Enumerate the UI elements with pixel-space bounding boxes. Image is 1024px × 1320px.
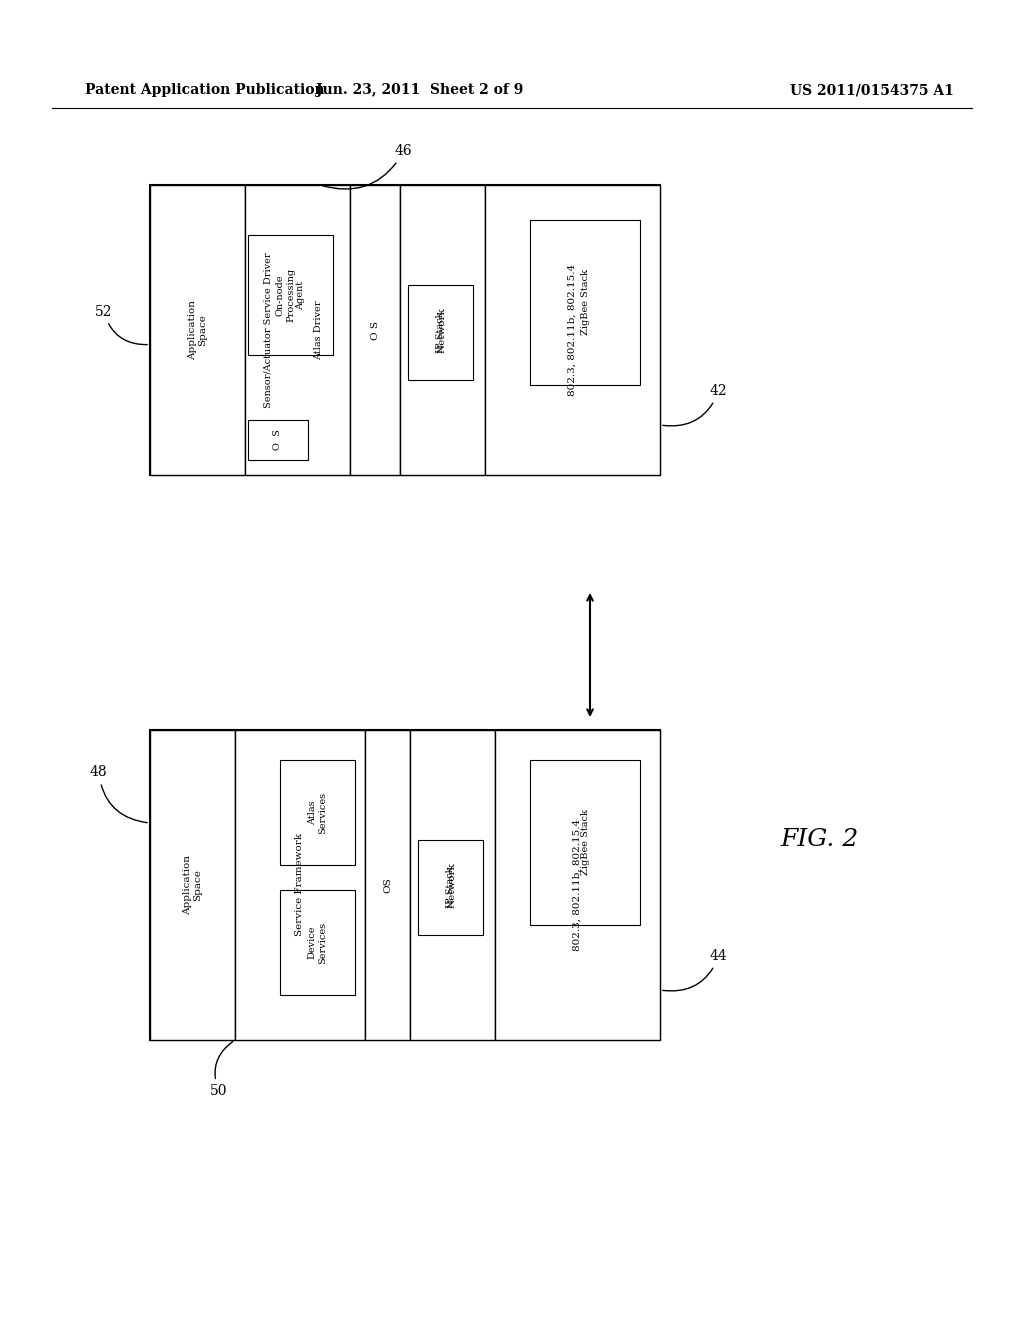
Bar [530, 760, 640, 925]
Bar [418, 840, 483, 935]
Bar [245, 185, 350, 475]
Text: ZigBee Stack: ZigBee Stack [581, 269, 590, 335]
Text: O S: O S [371, 321, 380, 339]
Text: FIG. 2: FIG. 2 [781, 829, 859, 851]
Text: On-node
Processing
Agent: On-node Processing Agent [275, 268, 305, 322]
Text: 52: 52 [95, 305, 147, 345]
Bar [248, 420, 308, 459]
Text: Service Framework: Service Framework [296, 833, 304, 936]
Bar [400, 185, 485, 475]
Text: O  S: O S [273, 429, 283, 450]
Bar [495, 730, 660, 1040]
Text: Network: Network [449, 862, 457, 908]
Bar [410, 730, 495, 1040]
Text: 44: 44 [663, 949, 728, 991]
Bar [150, 185, 660, 475]
Text: Sensor/Actuator Service Driver: Sensor/Actuator Service Driver [263, 252, 272, 408]
Bar [150, 185, 245, 475]
Text: OS: OS [383, 876, 392, 892]
Bar [280, 890, 355, 995]
Bar [350, 185, 400, 475]
Text: IP Stack: IP Stack [446, 867, 455, 908]
Bar [248, 235, 333, 355]
Text: Patent Application Publication: Patent Application Publication [85, 83, 325, 96]
Text: 42: 42 [663, 384, 728, 426]
Text: Network: Network [438, 308, 447, 352]
Text: ZigBee Stack: ZigBee Stack [581, 809, 590, 875]
Bar [280, 760, 355, 865]
Text: 802.3, 802.11b, 802.15.4: 802.3, 802.11b, 802.15.4 [568, 264, 577, 396]
Bar [150, 730, 234, 1040]
Bar [530, 220, 640, 385]
Text: Atlas Driver: Atlas Driver [314, 300, 323, 360]
Text: Atlas
Services: Atlas Services [308, 792, 328, 833]
Text: Device
Services: Device Services [308, 921, 328, 964]
Text: IP Stack: IP Stack [436, 312, 445, 354]
Bar [234, 730, 365, 1040]
Bar [485, 185, 660, 475]
Bar [365, 730, 410, 1040]
Text: US 2011/0154375 A1: US 2011/0154375 A1 [790, 83, 954, 96]
Bar [408, 285, 473, 380]
Text: Application
Space: Application Space [187, 300, 207, 360]
Text: 48: 48 [90, 766, 147, 822]
Text: 50: 50 [210, 1041, 232, 1098]
Bar [150, 730, 660, 1040]
Text: Application
Space: Application Space [183, 855, 202, 915]
Text: 802.3, 802.11b, 802.15.4: 802.3, 802.11b, 802.15.4 [573, 818, 582, 952]
Text: Jun. 23, 2011  Sheet 2 of 9: Jun. 23, 2011 Sheet 2 of 9 [316, 83, 523, 96]
Text: 46: 46 [323, 144, 413, 189]
